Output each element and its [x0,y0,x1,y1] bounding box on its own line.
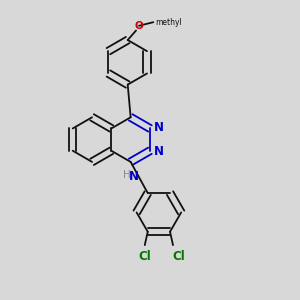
Text: N: N [129,170,139,183]
Text: N: N [154,122,164,134]
Text: Cl: Cl [172,250,185,263]
Text: H: H [123,169,130,179]
Text: N: N [154,145,164,158]
Text: O: O [135,21,143,31]
Text: Cl: Cl [138,250,151,263]
Text: methyl: methyl [155,18,182,27]
